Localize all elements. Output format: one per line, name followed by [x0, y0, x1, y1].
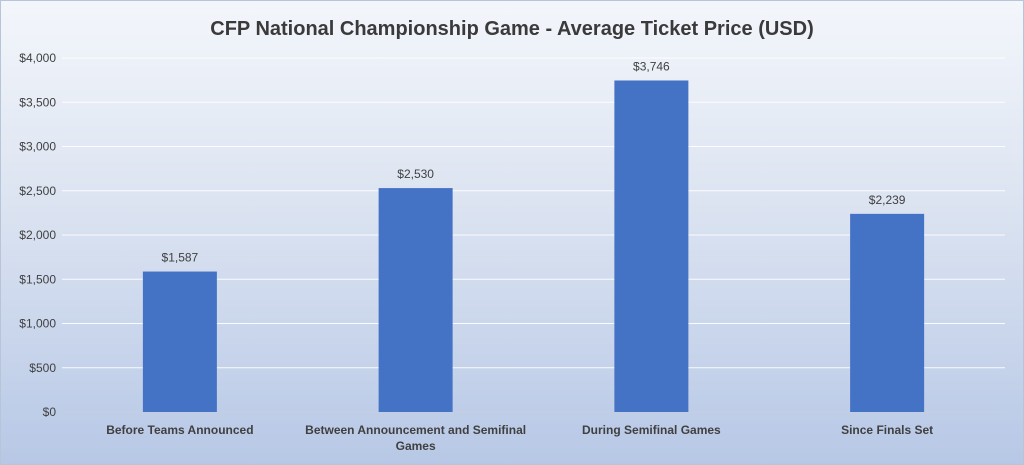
bar	[614, 80, 689, 412]
y-tick-label: $4,000	[19, 51, 56, 65]
x-axis: Before Teams Announced Between Announceme…	[106, 423, 933, 453]
y-tick-label: $3,500	[19, 95, 56, 109]
y-tick-label: $1,500	[19, 272, 56, 286]
bar	[142, 271, 217, 412]
x-tick-label: Before Teams Announced	[106, 423, 253, 437]
data-label: $2,239	[869, 193, 906, 207]
chart-title: CFP National Championship Game - Average…	[210, 18, 814, 40]
y-tick-label: $0	[43, 405, 57, 419]
x-tick-label: Since Finals Set	[841, 423, 933, 437]
y-tick-label: $3,000	[19, 140, 56, 154]
y-tick-label: $2,500	[19, 184, 56, 198]
y-axis: $0 $500 $1,000 $1,500 $2,000 $2,500 $3,000 $3,5…	[19, 51, 56, 419]
bar	[850, 213, 925, 412]
y-tick-label: $500	[29, 361, 56, 375]
x-tick-label: Between Announcement and Semifinal Games	[305, 423, 526, 453]
x-tick-label: During Semifinal Games	[582, 423, 721, 437]
data-label: $1,587	[162, 251, 199, 265]
bar	[378, 188, 453, 412]
y-tick-label: $1,000	[19, 317, 56, 331]
gridlines	[62, 57, 1005, 413]
data-label: $3,746	[633, 59, 670, 73]
data-labels: $1,587 $2,530 $3,746 $2,239	[162, 59, 906, 264]
y-tick-label: $2,000	[19, 228, 56, 242]
data-label: $2,530	[397, 167, 434, 181]
bars	[142, 80, 925, 412]
